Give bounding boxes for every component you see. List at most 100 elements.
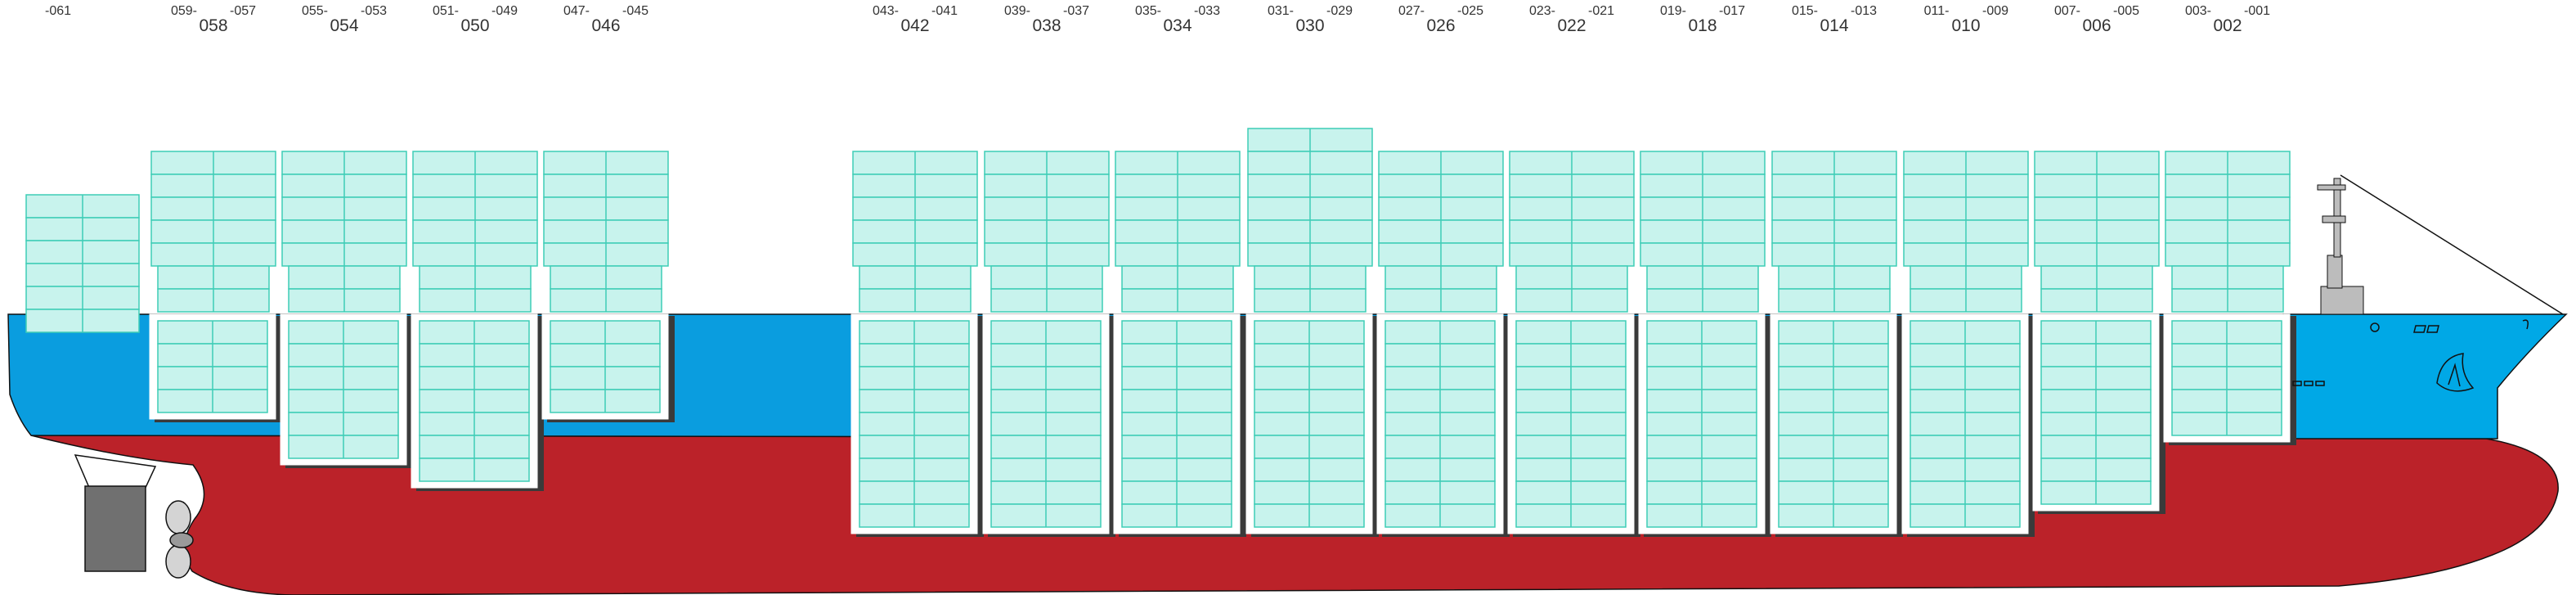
bay-main-label: 006 bbox=[2082, 16, 2111, 35]
bay-odd-label-left: 003- bbox=[2185, 4, 2211, 18]
bay-odd-label-left: 031- bbox=[1268, 4, 1294, 18]
deck-stack-bay-042 bbox=[852, 151, 978, 267]
mast-platform bbox=[2322, 215, 2346, 223]
hold-stack-bay-010 bbox=[1910, 320, 2021, 528]
hold-stack-bay-030 bbox=[1254, 320, 1365, 528]
bay-odd-label-right: -029 bbox=[1326, 4, 1353, 18]
bay-main-label: 034 bbox=[1163, 16, 1192, 35]
bay-main-label: 050 bbox=[460, 16, 489, 35]
propeller-blade-top bbox=[165, 500, 191, 534]
bow-fairlead bbox=[2522, 319, 2529, 330]
lashing-stack-bay-006 bbox=[2040, 265, 2153, 313]
hull-vent-1 bbox=[2292, 381, 2302, 386]
bay-main-label: 002 bbox=[2213, 16, 2242, 35]
container-stacks bbox=[25, 128, 2291, 528]
hold-stack-bay-026 bbox=[1384, 320, 1496, 528]
deck-stack-bay-006 bbox=[2034, 151, 2160, 267]
mast-lower bbox=[2327, 255, 2343, 289]
bay-odd-label-left: 027- bbox=[1398, 4, 1425, 18]
bay-odd-label-right: -005 bbox=[2113, 4, 2139, 18]
bay-main-label: 038 bbox=[1032, 16, 1061, 35]
deck-stack-bay-014 bbox=[1771, 151, 1897, 267]
hull-vent-2 bbox=[2304, 381, 2313, 386]
lashing-stack-bay-042 bbox=[859, 265, 972, 313]
hold-stack-bay-038 bbox=[990, 320, 1102, 528]
bay-main-label: 058 bbox=[199, 16, 227, 35]
bay-main-label: 022 bbox=[1557, 16, 1586, 35]
lashing-stack-bay-010 bbox=[1910, 265, 2022, 313]
lashing-stack-bay-002 bbox=[2171, 265, 2284, 313]
lashing-stack-bay-038 bbox=[990, 265, 1103, 313]
bay-main-label: 018 bbox=[1688, 16, 1717, 35]
bay-odd-label-right: -021 bbox=[1588, 4, 1614, 18]
deck-stack-bay-030 bbox=[1247, 128, 1373, 267]
bay-odd-label-left: 043- bbox=[873, 4, 899, 18]
bow-porthole bbox=[2370, 322, 2380, 332]
deck-stack-bay-026 bbox=[1378, 151, 1504, 267]
hold-stack-bay-058 bbox=[157, 320, 268, 413]
bow-markings bbox=[2292, 319, 2529, 392]
bay-odd-label-right: -041 bbox=[931, 4, 958, 18]
hold-stack-bay-022 bbox=[1515, 320, 1627, 528]
lashing-stack-bay-058 bbox=[157, 265, 270, 313]
mast-base bbox=[2320, 286, 2364, 315]
propeller-blade-bottom bbox=[165, 544, 191, 579]
hold-stack-bay-018 bbox=[1646, 320, 1757, 528]
lashing-stack-bay-022 bbox=[1515, 265, 1628, 313]
deck-stack-bay-058 bbox=[150, 151, 276, 267]
bay-odd-label-right: -045 bbox=[622, 4, 648, 18]
hold-stack-bay-046 bbox=[550, 320, 661, 413]
bay-odd-label-left: 051- bbox=[433, 4, 459, 18]
bay-odd-label-right: -009 bbox=[1982, 4, 2008, 18]
lashing-stack-bay-054 bbox=[288, 265, 401, 313]
bay-odd-label-right: -001 bbox=[2244, 4, 2270, 18]
deck-stack-bay-018 bbox=[1640, 151, 1766, 267]
lashing-stack-bay-026 bbox=[1384, 265, 1497, 313]
deck-stack-bay-034 bbox=[1115, 151, 1241, 267]
deck-stack-bay-054 bbox=[281, 151, 407, 267]
bay-main-label: 010 bbox=[1951, 16, 1980, 35]
bay-odd-label-left: 015- bbox=[1792, 4, 1818, 18]
lashing-stack-bay-046 bbox=[550, 265, 662, 313]
bay-main-label: 046 bbox=[591, 16, 620, 35]
bay-odd-label-right: -053 bbox=[361, 4, 387, 18]
bay-main-label: 054 bbox=[330, 16, 358, 35]
hold-stack-bay-002 bbox=[2171, 320, 2282, 436]
bay-odd-label-left: 047- bbox=[563, 4, 590, 18]
bay-main-label: 014 bbox=[1820, 16, 1848, 35]
deck-stack-bay-010 bbox=[1903, 151, 2029, 267]
bay-main-label: 030 bbox=[1295, 16, 1324, 35]
lashing-stack-bay-034 bbox=[1121, 265, 1234, 313]
rudder bbox=[84, 485, 146, 572]
hold-stack-bay-014 bbox=[1778, 320, 1889, 528]
bay-odd-label-right: -057 bbox=[230, 4, 256, 18]
foremast bbox=[2317, 174, 2564, 315]
deck-stack-bay-038 bbox=[984, 151, 1110, 267]
deck-stack-bay-046 bbox=[543, 151, 669, 267]
hold-stack-bay-034 bbox=[1121, 320, 1232, 528]
bay-odd-label-left: 019- bbox=[1660, 4, 1686, 18]
bay-odd-label-right: -013 bbox=[1851, 4, 1877, 18]
bay-odd-label-right: -033 bbox=[1194, 4, 1220, 18]
bay-odd-label-left: 007- bbox=[2054, 4, 2080, 18]
bay-odd-label-left: 023- bbox=[1529, 4, 1555, 18]
bay-main-label: 026 bbox=[1426, 16, 1455, 35]
mast-crossbar bbox=[2317, 184, 2346, 191]
bay-odd-label-left: 035- bbox=[1135, 4, 1161, 18]
hold-stack-bay-042 bbox=[859, 320, 970, 528]
ship-fittings bbox=[84, 174, 2564, 579]
bow-section-blue bbox=[2282, 313, 2568, 439]
lashing-stack-bay-018 bbox=[1646, 265, 1759, 313]
hold-stack-bay-054 bbox=[288, 320, 399, 459]
bow-thruster-logo bbox=[2436, 353, 2475, 392]
bay-main-label: 042 bbox=[900, 16, 929, 35]
deck-stack-bay--061 bbox=[25, 194, 140, 333]
lashing-stack-bay-014 bbox=[1778, 265, 1891, 313]
bay-odd-label-right: -037 bbox=[1063, 4, 1089, 18]
bay-odd-label-left: 011- bbox=[1924, 4, 1950, 18]
deck-stack-bay-002 bbox=[2165, 151, 2291, 267]
deck-stack-bay-022 bbox=[1509, 151, 1635, 267]
bow-anchor-pocket bbox=[2448, 363, 2461, 387]
